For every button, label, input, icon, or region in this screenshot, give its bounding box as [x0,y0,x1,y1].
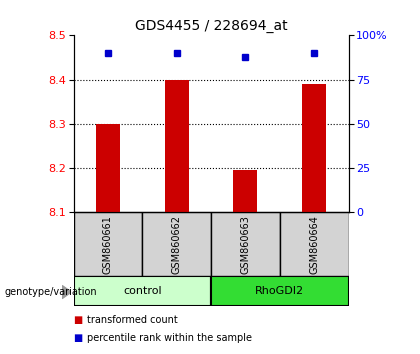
Title: GDS4455 / 228694_at: GDS4455 / 228694_at [135,19,287,33]
Bar [96,124,120,212]
Text: GSM860662: GSM860662 [172,215,182,274]
Bar [280,212,349,276]
Text: GSM860661: GSM860661 [103,215,113,274]
Polygon shape [62,286,71,298]
Bar [74,276,211,306]
Text: genotype/variation: genotype/variation [4,287,97,297]
Text: ■: ■ [74,333,83,343]
Bar [165,80,189,212]
Bar [234,170,257,212]
Text: ■: ■ [74,315,83,325]
Text: GSM860663: GSM860663 [240,215,250,274]
Bar [74,212,142,276]
Bar [302,84,326,212]
Bar [211,212,280,276]
Text: control: control [123,286,162,296]
Text: RhoGDI2: RhoGDI2 [255,286,304,296]
Text: percentile rank within the sample: percentile rank within the sample [87,333,252,343]
Text: transformed count: transformed count [87,315,178,325]
Bar [211,276,349,306]
Text: GSM860664: GSM860664 [309,215,319,274]
Bar [142,212,211,276]
